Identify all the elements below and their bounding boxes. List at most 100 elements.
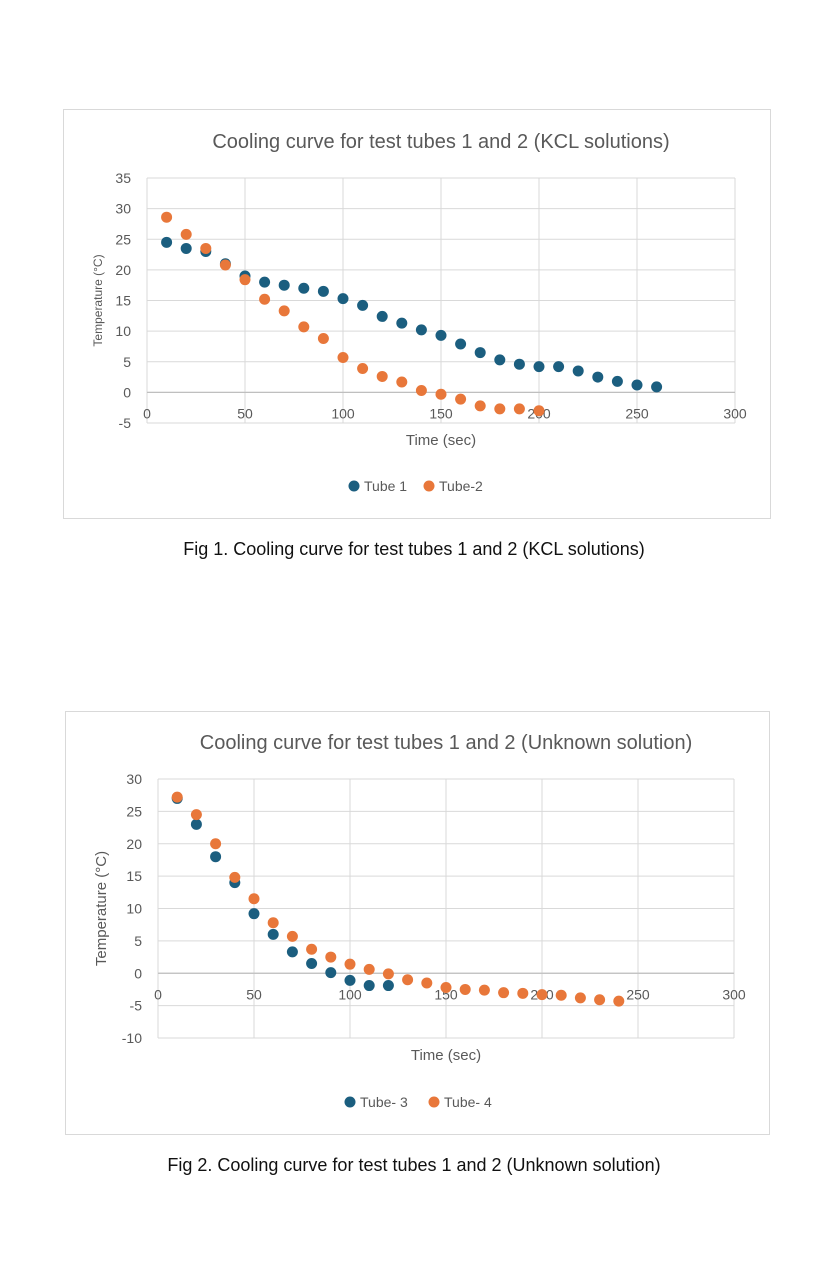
chart-2-y-axis-title: Temperature (°C) — [93, 851, 110, 966]
chart-1-series-2-point — [455, 393, 467, 405]
chart-1-x-tick-label: 50 — [237, 405, 253, 421]
chart-1-series-1-point — [455, 338, 467, 350]
chart-2-x-tick-label: 250 — [626, 986, 650, 1002]
chart-2-series-2-point — [613, 995, 625, 1007]
chart-1-series-2-point — [533, 405, 545, 417]
chart-2-series-2-point — [267, 917, 279, 929]
chart-2-series-2-point — [363, 963, 375, 975]
chart-1-series-2-point — [278, 305, 290, 317]
chart-1-series-2-point — [317, 332, 329, 344]
chart-1-y-tick-label: 15 — [115, 293, 131, 309]
chart-2-series-1-point — [210, 851, 222, 863]
chart-2-x-tick-label: 50 — [246, 986, 262, 1002]
figure-2-caption: Fig 2. Cooling curve for test tubes 1 an… — [167, 1155, 661, 1175]
chart-1-series-1-point — [357, 299, 369, 311]
chart-1-series-2-point — [219, 259, 231, 271]
chart-2-series-2-point — [402, 974, 414, 986]
chart-2-series-1-point — [248, 908, 260, 920]
chart-1-frame: Cooling curve for test tubes 1 and 2 (KC… — [63, 109, 771, 519]
chart-1-x-tick-label: 0 — [143, 405, 151, 421]
chart-2-series-2-point — [478, 984, 490, 996]
chart-1-x-axis-title: Time (sec) — [406, 432, 476, 449]
chart-1-y-tick-label: 20 — [115, 262, 131, 278]
chart-2-legend-marker-1 — [344, 1096, 356, 1108]
chart-2-x-axis-title: Time (sec) — [411, 1047, 481, 1064]
chart-2-series-2-point — [306, 943, 318, 955]
chart-1-series-1-point — [435, 329, 447, 341]
chart-2-series-1-point — [363, 980, 375, 992]
chart-2-legend-marker-2 — [428, 1096, 440, 1108]
chart-1-series-1-point — [298, 282, 310, 294]
chart-2-series-2-point — [344, 958, 356, 970]
chart-1-y-tick-label: 25 — [115, 231, 131, 247]
chart-1-series-2-point — [357, 362, 369, 374]
chart-2-y-tick-label: -10 — [122, 1030, 142, 1046]
chart-1-series-1-point — [278, 279, 290, 291]
chart-2-series-2-point — [248, 893, 260, 905]
chart-2-y-tick-label: 10 — [126, 901, 142, 917]
chart-1-series-1-point — [259, 276, 271, 288]
chart-1-series-2-point — [337, 351, 349, 363]
chart-1-x-tick-label: 250 — [625, 405, 649, 421]
chart-2-series-1-point — [286, 946, 298, 958]
chart-1-series-2-point — [513, 403, 525, 415]
chart-2-x-tick-label: 100 — [338, 986, 362, 1002]
chart-2-y-tick-label: 30 — [126, 771, 142, 787]
chart-1-y-tick-label: 30 — [115, 201, 131, 217]
chart-1-legend-label-2: Tube-2 — [439, 478, 483, 494]
chart-1-series-2-point — [435, 388, 447, 400]
chart-1-x-tick-label: 300 — [723, 405, 747, 421]
chart-1-series-2-point — [259, 293, 271, 305]
chart-1-series-2-point — [396, 376, 408, 388]
chart-2-series-2-point — [440, 981, 452, 993]
chart-1-series-1-point — [180, 242, 192, 254]
chart-1-legend-marker-1 — [348, 480, 360, 492]
chart-2-y-tick-label: 25 — [126, 803, 142, 819]
chart-1-x-tick-label: 100 — [331, 405, 355, 421]
chart-2-series-1-point — [382, 980, 394, 992]
chart-1-series-1-point — [376, 310, 388, 322]
chart-2-x-tick-label: 0 — [154, 986, 162, 1002]
chart-2-series-2-point — [286, 930, 298, 942]
chart-1-legend-label-1: Tube 1 — [364, 478, 407, 494]
chart-2-series-2-point — [594, 994, 606, 1006]
chart-1-y-axis-title: Temperature (°C) — [91, 254, 105, 346]
chart-1-series-2-point — [180, 228, 192, 240]
chart-2-legend-label-1: Tube- 3 — [360, 1094, 408, 1110]
chart-1-series-1-point — [161, 236, 173, 248]
chart-1-series-1-point — [631, 379, 643, 391]
chart-1-y-tick-label: 10 — [115, 323, 131, 339]
chart-1-series-1-point — [533, 361, 545, 373]
chart-2-series-2-point — [171, 791, 183, 803]
chart-2-series-2-point — [421, 977, 433, 989]
chart-1-y-tick-label: -5 — [119, 415, 132, 431]
chart-1-series-1-point — [611, 375, 623, 387]
chart-1-series-2-point — [494, 403, 506, 415]
chart-1-legend-marker-2 — [423, 480, 435, 492]
chart-1-y-tick-label: 35 — [115, 170, 131, 186]
chart-1-x-tick-label: 150 — [429, 405, 453, 421]
chart-2-series-2-point — [555, 989, 567, 1001]
chart-2-y-tick-label: 20 — [126, 836, 142, 852]
chart-2-x-tick-label: 150 — [434, 986, 458, 1002]
chart-2-title: Cooling curve for test tubes 1 and 2 (Un… — [200, 732, 693, 754]
chart-1-series-1-point — [651, 381, 663, 393]
chart-1-series-1-point — [553, 361, 565, 373]
chart-2-series-2-point — [229, 871, 241, 883]
chart-1-series-2-point — [474, 400, 486, 412]
chart-1-series-2-point — [200, 242, 212, 254]
chart-2-series-1-point — [344, 974, 356, 986]
chart-1-title: Cooling curve for test tubes 1 and 2 (KC… — [212, 131, 669, 153]
chart-1-series-1-point — [513, 358, 525, 370]
chart-1-y-tick-label: 0 — [123, 384, 131, 400]
chart-2-x-tick-label: 300 — [722, 986, 746, 1002]
chart-2-frame: Cooling curve for test tubes 1 and 2 (Un… — [65, 711, 770, 1135]
chart-1-series-1-point — [396, 317, 408, 329]
chart-2-series-2-point — [210, 838, 222, 850]
chart-1-y-tick-label: 5 — [123, 354, 131, 370]
chart-2-series-2-point — [574, 992, 586, 1004]
chart-1-series-1-point — [474, 347, 486, 359]
chart-2-series-2-point — [498, 987, 510, 999]
chart-1-svg: Cooling curve for test tubes 1 and 2 (KC… — [91, 131, 747, 494]
chart-2-series-1-point — [190, 818, 202, 830]
